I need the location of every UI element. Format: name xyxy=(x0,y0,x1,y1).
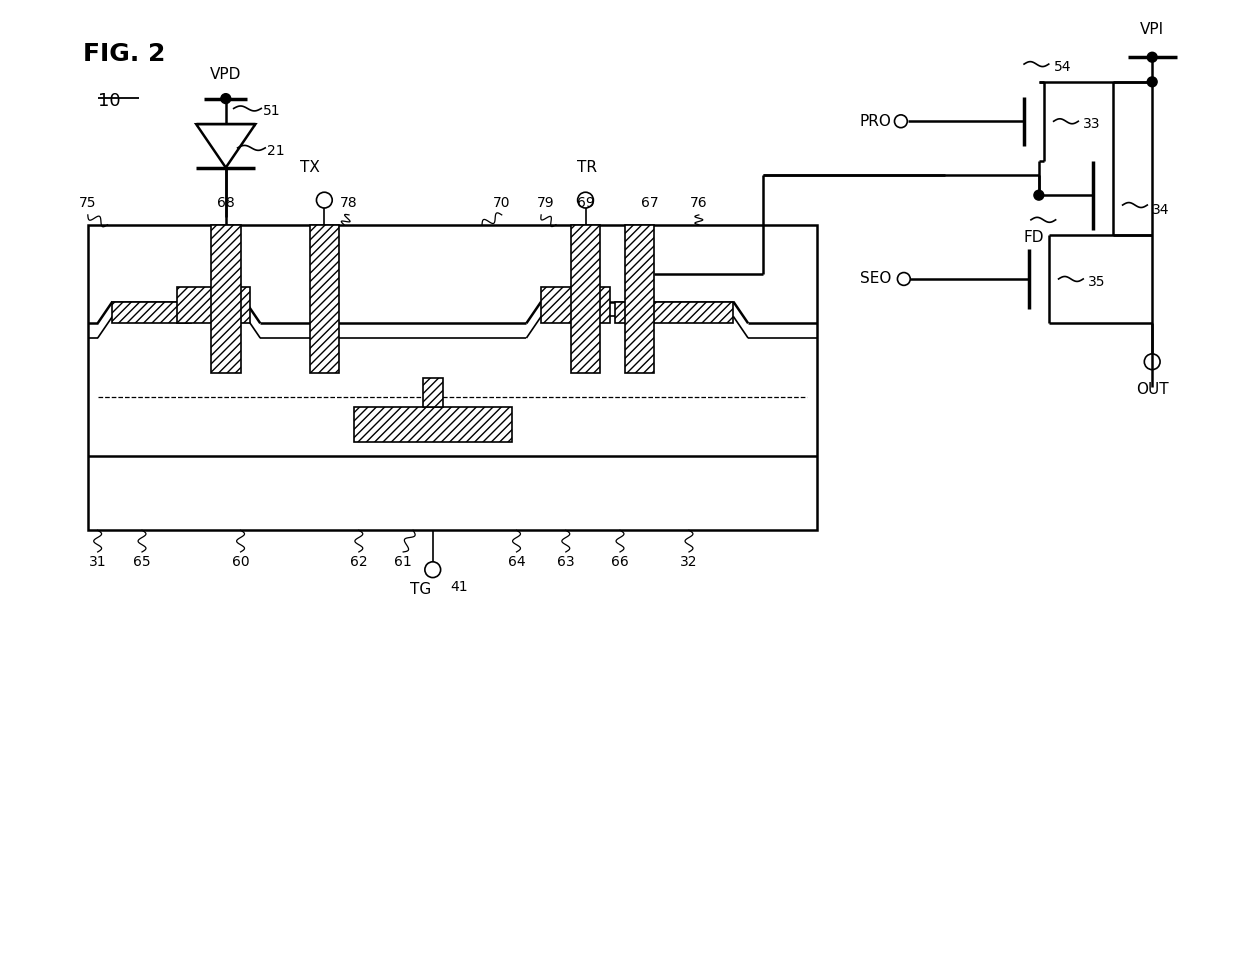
Circle shape xyxy=(1034,190,1044,200)
Text: 51: 51 xyxy=(263,105,280,118)
Polygon shape xyxy=(196,124,255,167)
Text: 66: 66 xyxy=(611,554,629,569)
Bar xyxy=(310,225,339,373)
Circle shape xyxy=(1147,52,1157,62)
Text: 65: 65 xyxy=(133,554,151,569)
Bar xyxy=(211,225,241,373)
Text: 54: 54 xyxy=(1054,61,1071,74)
Text: 63: 63 xyxy=(557,554,574,569)
Text: 10: 10 xyxy=(98,91,120,110)
Text: 76: 76 xyxy=(689,196,708,209)
Bar xyxy=(88,225,817,530)
Text: TX: TX xyxy=(300,160,320,176)
Text: 79: 79 xyxy=(537,196,554,209)
Bar xyxy=(625,225,655,373)
Text: 62: 62 xyxy=(350,554,367,569)
Text: 33: 33 xyxy=(1084,117,1101,132)
Text: 32: 32 xyxy=(681,554,698,569)
Text: 31: 31 xyxy=(89,554,107,569)
Bar xyxy=(353,407,512,441)
Text: TR: TR xyxy=(578,160,598,176)
Circle shape xyxy=(1147,77,1157,86)
Text: SEO: SEO xyxy=(859,271,892,286)
Bar xyxy=(176,286,250,323)
Text: 34: 34 xyxy=(1152,203,1169,217)
Bar xyxy=(570,225,600,373)
Text: 78: 78 xyxy=(340,196,358,209)
Text: 69: 69 xyxy=(577,196,594,209)
Text: VPD: VPD xyxy=(210,67,242,82)
Text: 41: 41 xyxy=(450,579,469,594)
Circle shape xyxy=(221,93,231,104)
Text: 61: 61 xyxy=(394,554,412,569)
Text: VPI: VPI xyxy=(1140,22,1164,37)
Text: 64: 64 xyxy=(507,554,526,569)
Text: FIG. 2: FIG. 2 xyxy=(83,42,165,66)
Text: 60: 60 xyxy=(232,554,249,569)
Text: TG: TG xyxy=(410,581,432,597)
Text: OUT: OUT xyxy=(1136,382,1168,398)
Text: 35: 35 xyxy=(1089,275,1106,289)
Bar xyxy=(113,302,191,323)
Text: 67: 67 xyxy=(641,196,658,209)
Text: FD: FD xyxy=(1024,230,1044,245)
Bar xyxy=(423,378,443,407)
Text: 70: 70 xyxy=(494,196,511,209)
Text: 21: 21 xyxy=(267,144,285,158)
Text: 68: 68 xyxy=(217,196,234,209)
Bar xyxy=(541,286,610,323)
Text: 75: 75 xyxy=(79,196,97,209)
Text: PRO: PRO xyxy=(859,113,892,129)
Bar xyxy=(615,302,733,323)
